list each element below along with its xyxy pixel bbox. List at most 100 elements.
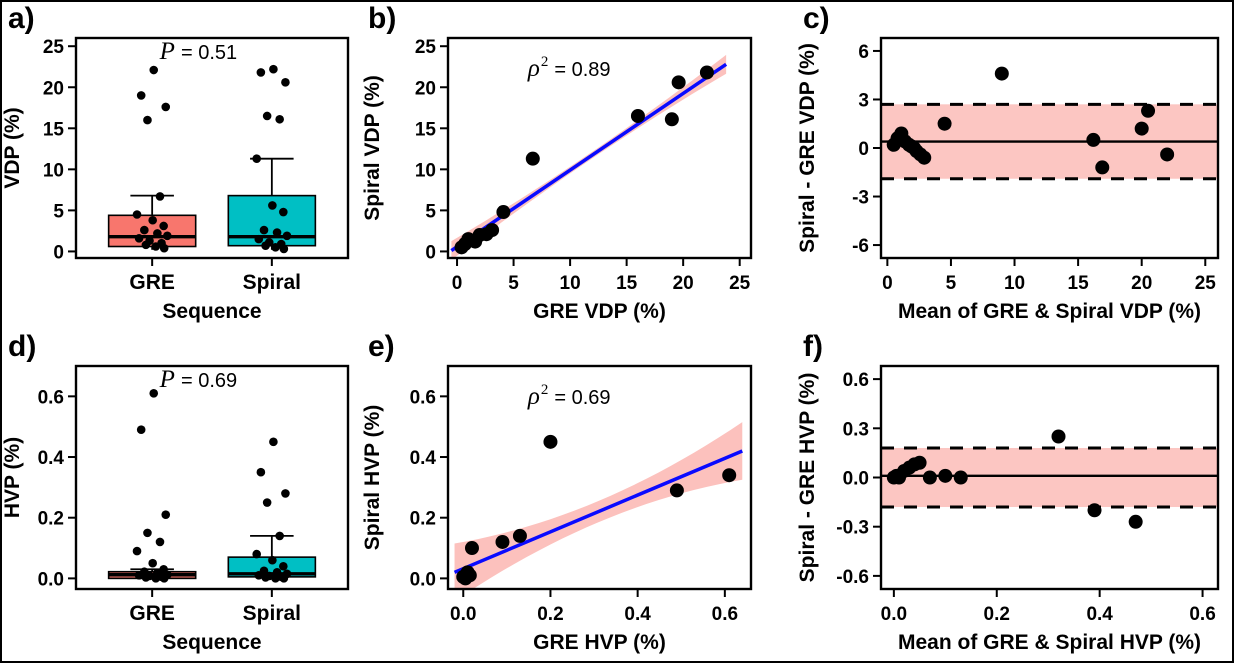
x-tick-label: 0.2 bbox=[984, 604, 1010, 625]
data-point bbox=[1051, 429, 1066, 444]
y-tick-label: 0 bbox=[53, 242, 64, 263]
panel-label-e: e) bbox=[368, 330, 395, 363]
y-axis-label: Spiral - GRE VDP (%) bbox=[797, 43, 819, 253]
data-point bbox=[1087, 503, 1102, 518]
data-point bbox=[462, 568, 477, 583]
plot-border bbox=[446, 364, 753, 591]
data-point bbox=[153, 229, 162, 238]
y-tick-label: 25 bbox=[43, 37, 65, 58]
x-tick-label: 0 bbox=[882, 273, 893, 294]
y-tick-label: 10 bbox=[415, 160, 436, 181]
chart-svg: GRE Spiral 0.0 0.2 0.4 0.6 Sequence HVP (%) P = 0… bbox=[1, 364, 350, 654]
x-axis-label: Mean of GRE & Spiral VDP (%) bbox=[898, 300, 1201, 323]
data-point bbox=[495, 534, 510, 549]
data-point bbox=[917, 150, 932, 165]
y-tick-label: 20 bbox=[43, 78, 64, 99]
data-point bbox=[1086, 132, 1101, 147]
y-tick-label: 0.2 bbox=[38, 509, 64, 530]
x-tick-label: 0.4 bbox=[1086, 604, 1113, 625]
y-tick-label: 20 bbox=[415, 78, 436, 99]
chart-svg: 0.0 0.2 0.4 0.6 0.0 0.2 0.4 0.6 GRE HVP (%) Spira… bbox=[361, 364, 753, 654]
y-tick-label: 10 bbox=[43, 160, 64, 181]
loa-band bbox=[881, 447, 1218, 508]
stat-annotation: P = 0.69 bbox=[159, 366, 237, 393]
chart-svg: GRE Spiral 0 5 10 15 20 25 Sequence VDP (%) P = 0.5… bbox=[1, 36, 350, 323]
y-tick-label: -0.3 bbox=[836, 518, 869, 539]
category-label: Spiral bbox=[243, 271, 301, 294]
data-point bbox=[953, 470, 968, 485]
data-point bbox=[279, 207, 288, 217]
y-axis-label: Spiral HVP (%) bbox=[362, 405, 384, 550]
data-point bbox=[163, 231, 172, 241]
x-tick-label: 5 bbox=[946, 273, 957, 294]
data-point bbox=[141, 573, 151, 582]
confidence-band bbox=[454, 422, 743, 589]
data-point bbox=[699, 65, 714, 80]
y-tick-label: -0.6 bbox=[836, 567, 869, 588]
data-point bbox=[261, 241, 270, 250]
category-label: Spiral bbox=[243, 602, 301, 625]
data-point bbox=[664, 112, 679, 127]
y-tick-label: 3 bbox=[858, 90, 869, 111]
x-tick-label: 0.0 bbox=[450, 604, 476, 625]
data-point bbox=[922, 470, 937, 485]
panel-b: b) 0 5 10 15 20 25 0 5 10 15 20 25 GRE VDP (%) Spiral… bbox=[361, 2, 797, 330]
y-tick-label: 15 bbox=[43, 119, 65, 140]
y-tick-label: -6 bbox=[852, 236, 869, 257]
y-tick-label: 0.3 bbox=[843, 419, 869, 440]
y-tick-label: 0 bbox=[425, 242, 436, 263]
chart-svg: 0 5 10 15 20 25 0 5 10 15 20 25 GRE VDP (%) Spiral VD… bbox=[361, 36, 753, 323]
chart-svg: 0 5 10 15 20 25 -6 -3 0 3 6 Mean of GRE & Spiral VD… bbox=[796, 36, 1220, 323]
y-tick-label: 0 bbox=[858, 139, 869, 160]
x-tick-label: 20 bbox=[673, 273, 694, 294]
data-point bbox=[143, 528, 152, 538]
data-point bbox=[722, 468, 737, 483]
data-point bbox=[630, 108, 645, 123]
stat-annotation: ρ2 = 0.89 bbox=[527, 54, 611, 82]
data-point bbox=[254, 234, 264, 244]
panel-label-c: c) bbox=[803, 2, 830, 35]
data-point bbox=[141, 240, 151, 250]
data-point bbox=[148, 215, 157, 225]
x-tick-label: 25 bbox=[1195, 273, 1217, 294]
panel-e: e) 0.0 0.2 0.4 0.6 0.0 0.2 0.4 0.6 GRE HVP (%) Sp… bbox=[361, 330, 797, 661]
panel-label-d: d) bbox=[8, 330, 37, 363]
data-point bbox=[159, 243, 169, 253]
data-point bbox=[140, 225, 149, 235]
x-tick-label: 10 bbox=[1004, 273, 1025, 294]
x-tick-label: 0.6 bbox=[1189, 604, 1215, 625]
stat-annotation: P = 0.51 bbox=[159, 38, 237, 65]
data-point bbox=[279, 561, 288, 571]
data-point bbox=[252, 154, 261, 163]
y-tick-label: -3 bbox=[852, 188, 869, 209]
x-axis-label: Sequence bbox=[162, 631, 261, 654]
data-point bbox=[151, 242, 161, 251]
data-point bbox=[254, 571, 264, 580]
data-point bbox=[938, 468, 953, 483]
x-tick-label: 25 bbox=[729, 273, 751, 294]
data-point bbox=[136, 425, 146, 435]
y-tick-label: 0.6 bbox=[843, 370, 869, 391]
data-point bbox=[151, 574, 161, 583]
y-tick-label: 0.2 bbox=[410, 509, 436, 530]
panel-c: c) 0 5 10 15 20 25 -6 -3 0 3 6 Mean of GRE & Spiral… bbox=[796, 2, 1232, 330]
data-point bbox=[148, 558, 157, 568]
data-point bbox=[268, 201, 277, 210]
x-tick-label: 0.4 bbox=[624, 604, 651, 625]
data-point bbox=[132, 210, 142, 219]
y-axis-label: Spiral VDP (%) bbox=[362, 75, 384, 220]
y-tick-label: 25 bbox=[415, 37, 437, 58]
data-point bbox=[1134, 121, 1149, 136]
data-point bbox=[279, 574, 289, 583]
plot-area bbox=[107, 64, 317, 254]
data-point bbox=[281, 489, 290, 498]
data-point bbox=[512, 528, 527, 543]
data-point bbox=[1160, 147, 1175, 162]
y-tick-label: 0.4 bbox=[38, 448, 65, 469]
chart-hvp-boxplot: GRE Spiral 0.0 0.2 0.4 0.6 Sequence HVP (%) P = 0… bbox=[1, 330, 362, 661]
data-point bbox=[261, 573, 270, 582]
data-point bbox=[268, 555, 277, 565]
data-point bbox=[1095, 160, 1110, 175]
chart-vdp-boxplot: GRE Spiral 0 5 10 15 20 25 Sequence VDP (%) P = 0.5… bbox=[1, 2, 362, 330]
